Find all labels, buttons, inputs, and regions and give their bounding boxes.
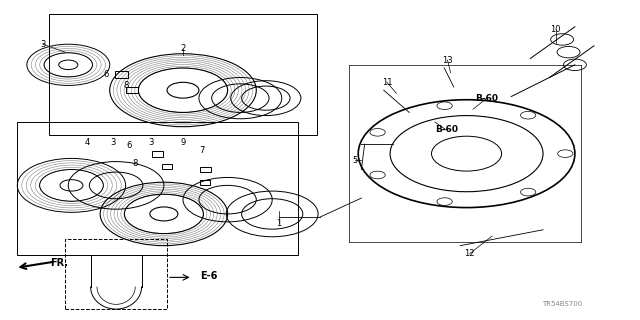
Text: E-6: E-6: [200, 271, 217, 281]
Text: 5: 5: [353, 156, 358, 164]
Bar: [200, 167, 211, 172]
Text: 4: 4: [84, 138, 90, 147]
Text: 9: 9: [180, 138, 186, 147]
Text: 8: 8: [132, 159, 138, 168]
Bar: [126, 87, 138, 93]
Bar: [200, 180, 211, 185]
Text: TR54BS700: TR54BS700: [542, 301, 582, 307]
Text: 13: 13: [442, 56, 452, 65]
Text: 1: 1: [276, 219, 281, 228]
Bar: [65, 239, 167, 309]
Text: 11: 11: [381, 78, 392, 87]
Text: 6: 6: [104, 70, 109, 79]
Bar: [49, 14, 317, 135]
Text: 3: 3: [148, 138, 154, 147]
Bar: [115, 71, 127, 77]
Bar: [152, 151, 163, 156]
Text: 2: 2: [180, 44, 186, 53]
Text: 3: 3: [110, 138, 116, 147]
Text: 3: 3: [40, 40, 45, 49]
Text: 7: 7: [200, 146, 205, 155]
Text: 12: 12: [465, 249, 475, 258]
Text: 6: 6: [126, 141, 132, 150]
Text: B-60: B-60: [435, 125, 458, 134]
Bar: [162, 164, 172, 169]
Text: B-60: B-60: [476, 94, 499, 103]
Bar: [17, 122, 298, 255]
Text: 10: 10: [550, 25, 561, 35]
Text: 8: 8: [123, 81, 129, 90]
Text: FR.: FR.: [50, 258, 68, 268]
